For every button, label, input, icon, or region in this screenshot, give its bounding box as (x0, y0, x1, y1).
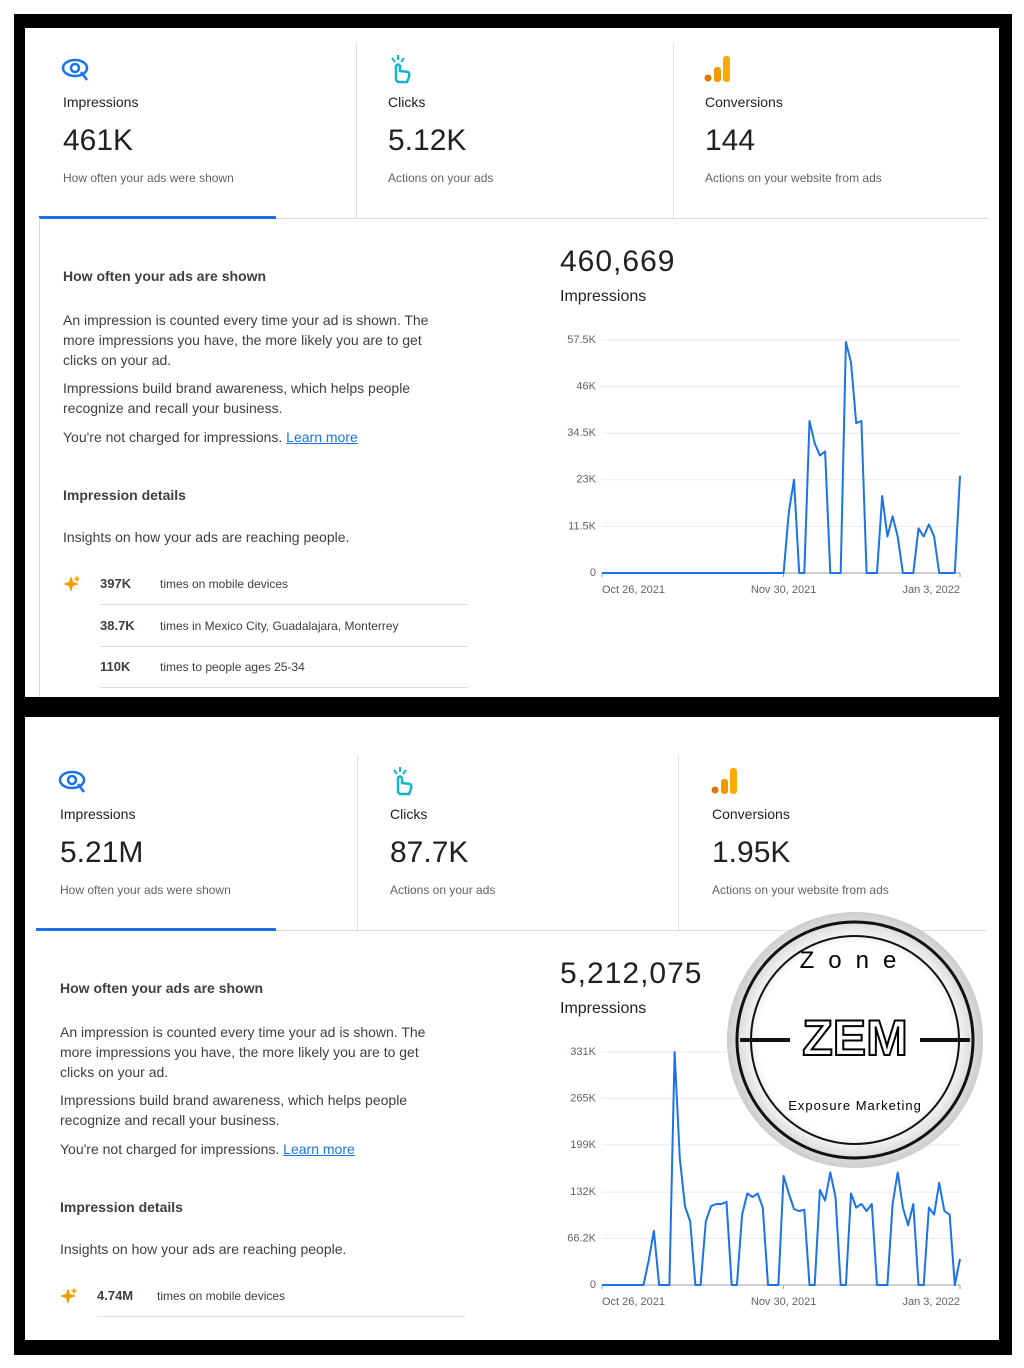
metric-value: 5.12K (388, 124, 467, 157)
divider (39, 218, 40, 697)
y-tick-label: 57.5K (567, 334, 596, 346)
watermark-center: ZEM (802, 1010, 908, 1066)
selected-tab-indicator (36, 928, 276, 931)
divider (100, 645, 468, 647)
chart-title: Impressions (560, 1000, 647, 1017)
y-tick-label: 46K (576, 381, 596, 393)
metric-label: Clicks (390, 806, 428, 822)
chart-total: 460,669 (560, 245, 676, 278)
section-title: How often your ads are shown (60, 980, 264, 996)
metric-description: How often your ads were shown (60, 883, 231, 897)
note: You're not charged for impressions. Lear… (60, 1139, 450, 1159)
detail-value: 38.7K (100, 617, 135, 633)
metric-icon (393, 767, 413, 796)
metric-value: 87.7K (390, 836, 469, 869)
note: You're not charged for impressions. Lear… (63, 427, 453, 447)
divider (673, 44, 674, 218)
details-subtitle: Insights on how your ads are reaching pe… (63, 529, 350, 545)
details-title: Impression details (60, 1199, 183, 1215)
metric-description: Actions on your website from ads (712, 883, 889, 897)
divider (36, 930, 986, 931)
divider (100, 687, 468, 688)
metric-value: 461K (63, 124, 134, 157)
y-tick-label: 66.2K (567, 1232, 596, 1244)
detail-text: times on mobile devices (157, 1289, 286, 1303)
x-tick-label: Jan 3, 2022 (903, 1296, 961, 1308)
metric-value: 1.95K (712, 836, 791, 869)
chart-title: Impressions (560, 288, 647, 305)
learn-more-link[interactable]: Learn more (283, 1141, 355, 1157)
metric-label: Conversions (712, 806, 790, 822)
x-tick-label: Jan 3, 2022 (903, 584, 961, 596)
y-tick-label: 132K (570, 1186, 596, 1198)
line-series (602, 341, 961, 574)
detail-value: 397K (100, 576, 132, 591)
x-tick-label: Nov 30, 2021 (751, 584, 816, 596)
learn-more-link[interactable]: Learn more (286, 429, 358, 445)
paragraph: An impression is counted every time your… (63, 312, 429, 368)
detail-value: 110K (100, 659, 131, 674)
metric-icon (704, 56, 730, 82)
chart-total: 5,212,075 (560, 957, 703, 990)
watermark-ring (735, 920, 975, 1160)
metric-label: Conversions (705, 94, 783, 110)
line-chart: 0 11.5K 23K 34.5K 46K 57.5K Oct 26, 2021 Nov 30… (567, 334, 961, 596)
note-text: You're not charged for impressions. (63, 429, 283, 445)
metric-icon (61, 58, 89, 81)
details-title: Impression details (63, 487, 186, 503)
watermark-top: Zone (800, 947, 911, 974)
y-tick-label: 265K (570, 1092, 596, 1104)
y-tick-label: 199K (570, 1139, 596, 1151)
report-panel: Impressions 461K How often your ads were s… (25, 28, 999, 697)
y-tick-label: 11.5K (568, 520, 597, 532)
metric-label: Clicks (388, 94, 426, 110)
metric-icon (711, 768, 737, 794)
y-tick-label: 0 (590, 1279, 596, 1291)
paragraph: Impressions build brand awareness, which… (60, 1092, 408, 1128)
x-tick-label: Oct 26, 2021 (602, 584, 665, 596)
sparkle-icon (63, 575, 81, 592)
divider (678, 756, 679, 930)
y-tick-label: 0 (590, 567, 596, 579)
detail-text: times on mobile devices (160, 577, 289, 591)
divider (97, 1316, 465, 1317)
metric-label: Impressions (60, 806, 136, 822)
selected-tab-indicator (39, 216, 276, 219)
sparkle-icon (60, 1287, 78, 1304)
paragraph: Impressions build brand awareness, which… (63, 380, 411, 416)
line-series (602, 1051, 961, 1286)
metric-icon (391, 55, 411, 84)
details-subtitle: Insights on how your ads are reaching pe… (60, 1241, 347, 1257)
section-title: How often your ads are shown (63, 268, 267, 284)
divider (39, 218, 989, 219)
x-tick-label: Nov 30, 2021 (751, 1296, 816, 1308)
metric-icon (58, 770, 86, 793)
metric-description: Actions on your website from ads (705, 171, 882, 185)
watermark-bg (727, 912, 983, 1168)
y-tick-label: 34.5K (567, 427, 596, 439)
metric-value: 144 (705, 124, 756, 157)
x-tick-label: Oct 26, 2021 (602, 1296, 665, 1308)
detail-text: times to people ages 25-34 (160, 660, 305, 674)
metric-description: Actions on your ads (388, 171, 494, 185)
metric-value: 5.21M (60, 836, 144, 869)
metric-description: How often your ads were shown (63, 171, 234, 185)
metric-label: Impressions (63, 94, 139, 110)
watermark: Zone ZEM Exposure Marketing (727, 912, 983, 1168)
detail-value: 4.74M (97, 1288, 134, 1303)
divider (100, 604, 468, 605)
divider (356, 44, 357, 218)
divider (357, 756, 358, 930)
y-tick-label: 331K (570, 1046, 596, 1058)
paragraph: An impression is counted every time your… (60, 1024, 426, 1080)
detail-text: times in Mexico City, Guadalajara, Monte… (160, 618, 399, 633)
watermark-bottom: Exposure Marketing (788, 1098, 922, 1113)
metric-description: Actions on your ads (390, 883, 496, 897)
y-tick-label: 23K (576, 474, 596, 486)
note-text: You're not charged for impressions. (60, 1141, 280, 1157)
